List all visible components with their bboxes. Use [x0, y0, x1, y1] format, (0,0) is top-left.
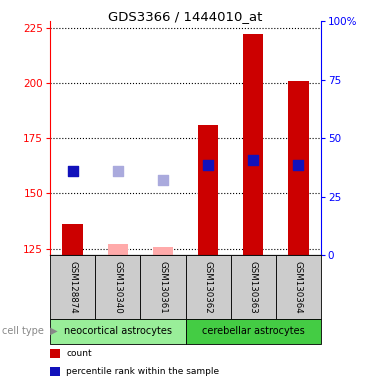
Bar [108, 244, 128, 255]
Bar [95, 255, 140, 319]
Bar [243, 35, 263, 255]
Point [160, 177, 166, 183]
Point [250, 157, 256, 164]
Bar [186, 319, 321, 344]
Point [205, 162, 211, 168]
Bar [198, 125, 218, 255]
Bar [186, 255, 231, 319]
Bar [62, 224, 83, 255]
Bar [231, 255, 276, 319]
Bar [276, 255, 321, 319]
Text: neocortical astrocytes: neocortical astrocytes [64, 326, 172, 336]
Text: GDS3366 / 1444010_at: GDS3366 / 1444010_at [108, 10, 263, 23]
Text: cell type  ▶: cell type ▶ [2, 326, 58, 336]
Text: GSM130361: GSM130361 [158, 261, 167, 313]
Text: GSM130363: GSM130363 [249, 261, 258, 313]
Text: cerebellar astrocytes: cerebellar astrocytes [202, 326, 305, 336]
Text: GSM130364: GSM130364 [294, 261, 303, 313]
Bar [153, 247, 173, 255]
Bar [50, 255, 95, 319]
Point [115, 168, 121, 174]
Point [70, 168, 76, 174]
Text: GSM128874: GSM128874 [68, 261, 77, 313]
Bar [140, 255, 186, 319]
Bar [50, 319, 186, 344]
Text: GSM130362: GSM130362 [204, 261, 213, 313]
Text: percentile rank within the sample: percentile rank within the sample [66, 367, 219, 376]
Point [295, 162, 301, 168]
Text: count: count [66, 349, 92, 358]
Bar [288, 81, 309, 255]
Text: GSM130340: GSM130340 [113, 261, 122, 313]
